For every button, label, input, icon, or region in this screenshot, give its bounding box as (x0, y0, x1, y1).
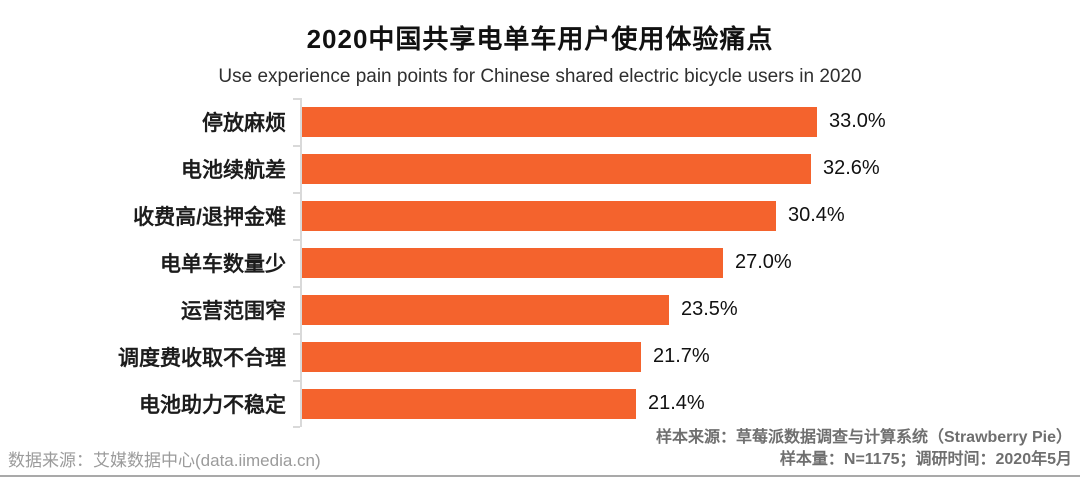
bar (302, 388, 636, 419)
category-label: 停放麻烦 (202, 111, 286, 135)
value-label: 27.0% (735, 251, 792, 273)
plot-area: 23.5% (293, 286, 1080, 333)
chart-header: 2020中国共享电单车用户使用体验痛点 Use experience pain … (0, 0, 1080, 90)
category-label: 电池助力不稳定 (139, 393, 286, 417)
plot-area: 30.4% (293, 192, 1080, 239)
bar (302, 294, 669, 325)
bar (302, 200, 776, 231)
category-label: 电单车数量少 (160, 252, 286, 276)
sample-size-line: 样本量：N=1175；调研时间：2020年5月 (779, 451, 1072, 468)
plot-area: 21.4% (293, 380, 1080, 427)
value-label: 21.7% (653, 345, 710, 367)
bar-row: 电池续航差 32.6% (0, 145, 1080, 192)
data-source-note: 数据来源：艾媒数据中心(data.iimedia.cn) (8, 451, 321, 470)
value-label: 21.4% (648, 392, 705, 414)
bar-row: 收费高/退押金难 30.4% (0, 192, 1080, 239)
sample-source-note: 样本来源：草莓派数据调查与计算系统（Strawberry Pie） 样本量：N=… (656, 427, 1072, 471)
category-label: 运营范围窄 (181, 299, 286, 323)
category-label: 电池续航差 (181, 158, 286, 182)
bar (302, 247, 723, 278)
plot-area: 33.0% (293, 98, 1080, 145)
plot-area: 32.6% (293, 145, 1080, 192)
bar-row: 电单车数量少 27.0% (0, 239, 1080, 286)
bar-row: 电池助力不稳定 21.4% (0, 380, 1080, 427)
bar-row: 停放麻烦 33.0% (0, 98, 1080, 145)
value-label: 30.4% (788, 204, 845, 226)
chart-subtitle: Use experience pain points for Chinese s… (218, 66, 862, 87)
value-label: 23.5% (681, 298, 738, 320)
bar (302, 153, 811, 184)
plot-area: 27.0% (293, 239, 1080, 286)
bottom-divider-line (0, 475, 1080, 477)
bar-row: 调度费收取不合理 21.7% (0, 333, 1080, 380)
category-label: 收费高/退押金难 (133, 205, 286, 229)
bar (302, 106, 817, 137)
value-label: 32.6% (823, 157, 880, 179)
value-label: 33.0% (829, 110, 886, 132)
sample-source-line: 样本来源：草莓派数据调查与计算系统（Strawberry Pie） (655, 429, 1072, 446)
chart-title: 2020中国共享电单车用户使用体验痛点 (306, 24, 774, 54)
bar-chart: 停放麻烦 33.0% 电池续航差 32.6% 收费高/退押金难 30.4% 电单车数量少 27… (0, 98, 1080, 428)
category-label: 调度费收取不合理 (118, 346, 286, 370)
plot-area: 21.7% (293, 333, 1080, 380)
bar-row: 运营范围窄 23.5% (0, 286, 1080, 333)
bar (302, 341, 641, 372)
axis-bottom-tick (293, 426, 300, 428)
